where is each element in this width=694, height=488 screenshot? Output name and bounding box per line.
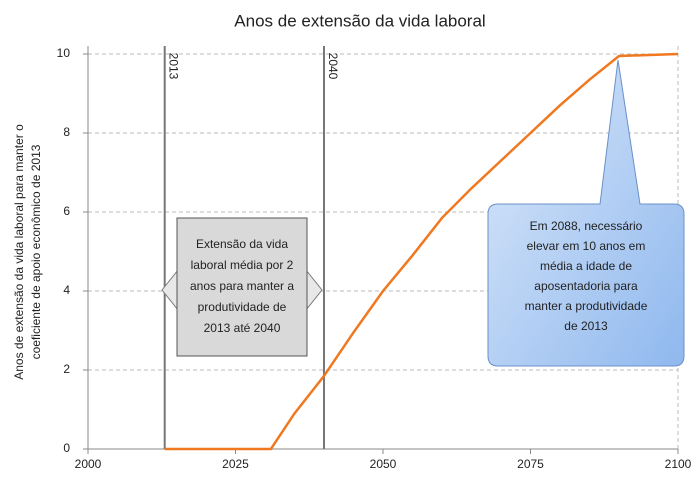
y-axis-label: Anos de extensão da vida laboral para ma… xyxy=(12,124,43,380)
reference-label: 2013 xyxy=(167,53,181,80)
chart-title: Anos de extensão da vida laboral xyxy=(234,11,485,30)
y-tick-label: 2 xyxy=(63,362,70,376)
x-tick-label: 2000 xyxy=(75,457,102,471)
line xyxy=(164,52,679,451)
annotation-line: laboral média por 2 xyxy=(191,258,294,272)
annotation-line: produtividade de xyxy=(198,300,287,314)
x-tick-label: 2025 xyxy=(222,457,249,471)
reference-label: 2040 xyxy=(326,53,340,80)
callout-line: de 2013 xyxy=(564,319,608,333)
callout-line: elevar em 10 anos em xyxy=(527,239,646,253)
callout-text: Em 2088, necessário elevar em 10 anos em m… xyxy=(525,219,648,333)
annotation-line: Extensão da vida xyxy=(196,237,288,251)
annotation-box xyxy=(176,217,308,357)
callout-line: aposentadoria para xyxy=(534,279,638,293)
x-tick-label: 2075 xyxy=(517,457,544,471)
y-tick-label: 8 xyxy=(63,125,70,139)
callout-line: manter a produtividade xyxy=(525,299,648,313)
x-tick-label: 2050 xyxy=(370,457,397,471)
annotation-text: Extensão da vida laboral média por 2 anos … xyxy=(190,237,294,335)
y-tick-label: 6 xyxy=(63,204,70,218)
y-tick-label: 0 xyxy=(63,441,70,455)
y-tick-label: 4 xyxy=(63,283,70,297)
x-tick-label: 2100 xyxy=(665,457,692,471)
annotation-line: anos para manter a xyxy=(190,279,294,293)
annotation-line: 2013 até 2040 xyxy=(204,321,281,335)
callout xyxy=(487,59,685,367)
callout-line: Em 2088, necessário xyxy=(530,219,643,233)
callout-line: média a idade de xyxy=(540,259,632,273)
y-tick-label: 10 xyxy=(57,46,71,60)
